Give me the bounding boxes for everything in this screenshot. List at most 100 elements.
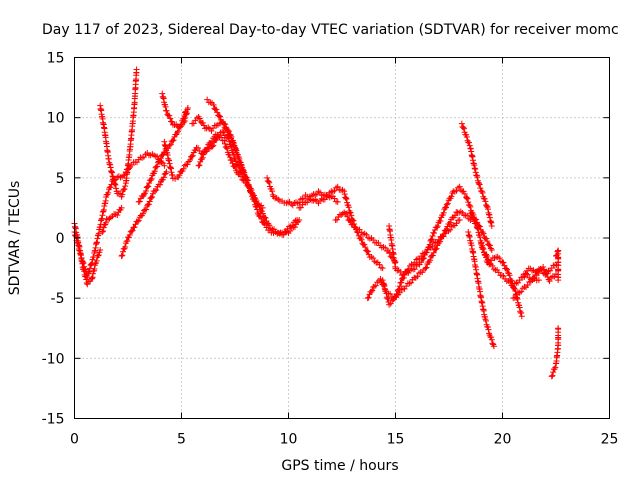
data-point <box>161 162 168 169</box>
data-point <box>88 260 95 267</box>
data-point <box>99 228 106 235</box>
data-point <box>135 217 142 224</box>
data-point <box>249 193 256 200</box>
data-point <box>232 164 239 171</box>
data-point <box>213 135 220 142</box>
data-point <box>181 117 188 124</box>
data-point <box>474 225 481 232</box>
data-point <box>199 119 206 126</box>
data-point <box>434 223 441 230</box>
data-point <box>518 313 525 320</box>
data-point <box>77 250 84 257</box>
data-point <box>190 120 197 127</box>
data-point <box>444 200 451 207</box>
data-point <box>427 257 434 264</box>
data-point <box>543 270 550 277</box>
data-point <box>443 204 450 211</box>
data-point <box>345 204 352 211</box>
data-point <box>331 187 338 194</box>
data-point <box>467 210 474 217</box>
data-point <box>398 279 405 286</box>
axis-ticks <box>74 57 610 419</box>
data-point <box>342 194 349 201</box>
data-point <box>474 173 481 180</box>
data-point <box>93 257 100 264</box>
data-point <box>220 129 227 136</box>
data-point <box>151 168 158 175</box>
data-markers <box>71 66 562 380</box>
series-pass-13 <box>296 193 341 211</box>
data-point <box>241 171 248 178</box>
data-point <box>86 265 93 272</box>
data-point <box>465 199 472 206</box>
y-tick-label: -10 <box>42 351 65 367</box>
data-point <box>230 140 237 147</box>
data-point <box>423 249 430 256</box>
data-point <box>477 185 484 192</box>
series-pass-12 <box>264 174 386 272</box>
data-point <box>159 160 166 167</box>
data-point <box>489 340 496 347</box>
data-point <box>555 277 562 284</box>
data-point <box>463 133 470 140</box>
data-point <box>471 165 478 172</box>
data-point <box>506 279 513 286</box>
data-point <box>264 174 271 181</box>
x-tick-label: 15 <box>387 432 405 448</box>
data-point <box>496 255 503 262</box>
data-point <box>420 255 427 262</box>
data-point <box>466 142 473 149</box>
series-pass-11 <box>204 96 301 237</box>
data-point <box>550 369 557 376</box>
data-point <box>486 242 493 249</box>
data-point <box>521 273 528 280</box>
data-point <box>341 191 348 198</box>
data-point <box>169 118 176 125</box>
data-point <box>343 210 350 217</box>
data-point <box>84 281 91 288</box>
data-point <box>331 195 338 202</box>
data-point <box>478 241 485 248</box>
data-point <box>490 343 497 350</box>
data-point <box>95 252 102 259</box>
data-point <box>196 162 203 169</box>
data-point <box>503 265 510 272</box>
data-point <box>546 278 553 285</box>
data-point <box>346 217 353 224</box>
data-point <box>510 283 517 290</box>
data-point <box>118 253 125 260</box>
data-point <box>209 143 216 150</box>
series-pass-21 <box>478 241 542 290</box>
data-point <box>347 218 354 225</box>
data-point <box>111 181 118 188</box>
data-point <box>396 283 403 290</box>
data-point <box>456 216 463 223</box>
data-point <box>341 188 348 195</box>
data-point <box>102 219 109 226</box>
data-point <box>119 191 126 198</box>
data-point <box>480 245 487 252</box>
data-point <box>146 198 153 205</box>
data-point <box>532 268 539 275</box>
y-tick-label: 5 <box>56 171 65 187</box>
data-point <box>370 255 377 262</box>
data-point <box>200 122 207 129</box>
data-point <box>257 213 264 220</box>
data-point <box>88 261 95 268</box>
data-point <box>107 184 114 191</box>
data-point <box>474 224 481 231</box>
y-tick-label: 15 <box>47 51 65 67</box>
tick-labels: 0 5 10 15 20 25 -15 -10 -5 0 5 10 15 <box>42 51 619 448</box>
data-point <box>465 139 472 146</box>
data-point <box>461 190 468 197</box>
data-point <box>460 188 467 195</box>
data-point <box>387 300 394 307</box>
data-point <box>262 214 269 221</box>
data-point <box>139 210 146 217</box>
data-point <box>489 262 496 269</box>
data-point <box>376 261 383 268</box>
data-point <box>118 204 125 211</box>
data-point <box>133 66 140 73</box>
data-point <box>485 326 492 333</box>
data-point <box>385 296 392 303</box>
